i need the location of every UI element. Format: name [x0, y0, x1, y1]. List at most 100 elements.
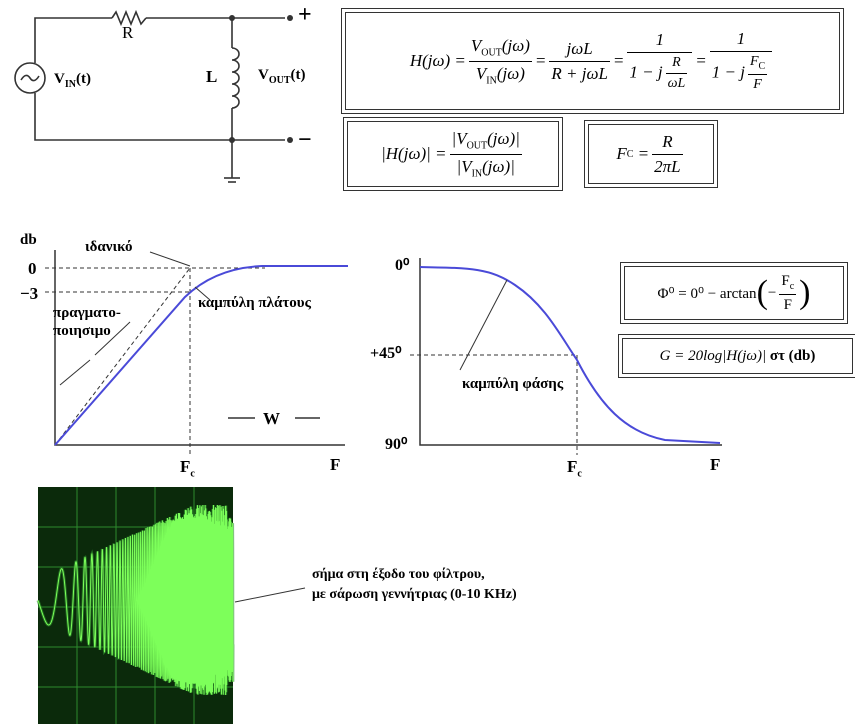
- fc-label: Fc: [567, 458, 582, 479]
- f-text: (jω): [502, 36, 530, 55]
- f-text: V: [476, 64, 486, 83]
- fraction: VOUT(jω)VIN(jω): [469, 36, 532, 86]
- numerator: FC: [748, 54, 767, 75]
- numerator: R: [666, 55, 688, 74]
- f-text: |H(jω)| =: [381, 144, 446, 164]
- numerator: jωL: [549, 39, 610, 62]
- f-text: F: [781, 273, 789, 289]
- f-text: H(jω) =: [410, 51, 466, 71]
- f-text: =: [613, 51, 624, 71]
- fc-label: Fc: [180, 458, 195, 479]
- f-text: 1 − j: [629, 62, 662, 81]
- f-text: |V: [457, 157, 472, 176]
- numerator: Fc: [779, 273, 796, 295]
- vin-sub: IN: [65, 79, 76, 90]
- tick-label: 0: [28, 260, 37, 277]
- f-sub: C: [759, 61, 766, 72]
- f-sub: IN: [486, 75, 497, 86]
- paren: (: [757, 274, 768, 312]
- denominator: F: [779, 295, 796, 314]
- f-text: F: [616, 144, 626, 164]
- minus: −: [298, 128, 312, 152]
- real-label: ποιησιμο: [53, 324, 111, 339]
- denominator: VIN(jω): [469, 62, 532, 86]
- fc-sub: c: [190, 468, 194, 479]
- f-text: F: [750, 54, 759, 69]
- oscilloscope: [38, 487, 305, 724]
- curve-label: καμπύλη πλάτους: [198, 296, 311, 311]
- f-text: −: [768, 285, 776, 302]
- f-text: (jω)|: [487, 129, 520, 148]
- numerator: |VOUT(jω)|: [450, 129, 522, 154]
- magnitude-plot: [45, 250, 348, 455]
- page: R L VIN(t) VOUT(t) + − H(jω) = VOUT(jω)V…: [0, 0, 855, 724]
- vout-sub: OUT: [269, 75, 291, 86]
- numerator: 1: [710, 29, 772, 52]
- vin-tail: (t): [76, 71, 91, 87]
- numerator: 1: [627, 30, 692, 53]
- f-text: =: [535, 51, 546, 71]
- f-sub: C: [627, 149, 634, 160]
- caption: με σάρωση γεννήτριας (0-10 KHz): [312, 588, 517, 602]
- ideal-label: ιδανικό: [85, 240, 133, 255]
- tick-label: 0⁰: [395, 258, 409, 274]
- x-end-label: F: [330, 456, 340, 473]
- f-text: |V: [452, 129, 467, 148]
- tick-label: +45⁰: [370, 346, 402, 362]
- l-label: L: [206, 68, 217, 85]
- curve-label: καμπύλη φάσης: [462, 377, 563, 392]
- f-text: V: [471, 36, 481, 55]
- f-sub: OUT: [481, 48, 502, 59]
- y-label: db: [20, 233, 37, 248]
- denominator: 2πL: [652, 155, 682, 177]
- magnitude-formula: |H(jω)| = |VOUT(jω)||VIN(jω)|: [347, 121, 559, 187]
- tick-label: −3: [20, 285, 38, 302]
- circuit: [15, 12, 285, 182]
- paren: ): [799, 274, 810, 312]
- x-end-label: F: [710, 456, 720, 473]
- caption: σήμα στη έξοδο του φίλτρου,: [312, 568, 485, 582]
- f-text: =: [695, 51, 706, 71]
- tick-label: 90⁰: [385, 437, 407, 453]
- real-label: πραγματο-: [53, 306, 121, 321]
- numerator: R: [652, 132, 682, 155]
- denominator: R + jωL: [549, 62, 610, 84]
- denominator: ωL: [666, 74, 688, 92]
- f-text: (jω)|: [482, 157, 515, 176]
- vout-main: V: [258, 67, 269, 83]
- vin-main: V: [54, 71, 65, 87]
- vout-tail: (t): [291, 67, 306, 83]
- f-sub: c: [790, 281, 794, 292]
- numerator: VOUT(jω): [469, 36, 532, 61]
- gain-formula: G = 20log|H(jω)| στ (db): [622, 338, 853, 374]
- f-text: G = 20log|H(jω)|: [660, 348, 766, 365]
- w-label: W: [263, 410, 280, 427]
- f-text: Φ⁰ = 0⁰ − arctan: [658, 284, 757, 303]
- f-sub: IN: [472, 168, 483, 179]
- fc-sub: c: [577, 468, 581, 479]
- plus: +: [298, 3, 312, 27]
- f-text: (jω): [497, 64, 525, 83]
- fraction: |VOUT(jω)||VIN(jω)|: [450, 129, 522, 179]
- vin-label: VIN(t): [54, 72, 91, 90]
- f-text: στ (db): [770, 348, 816, 365]
- f-text: =: [638, 144, 649, 164]
- fc-main: F: [180, 457, 190, 476]
- denominator: |VIN(jω)|: [450, 155, 522, 179]
- f-sub: OUT: [467, 141, 488, 152]
- vout-label: VOUT(t): [258, 68, 306, 86]
- fc-main: F: [567, 457, 577, 476]
- denominator: F: [748, 75, 767, 93]
